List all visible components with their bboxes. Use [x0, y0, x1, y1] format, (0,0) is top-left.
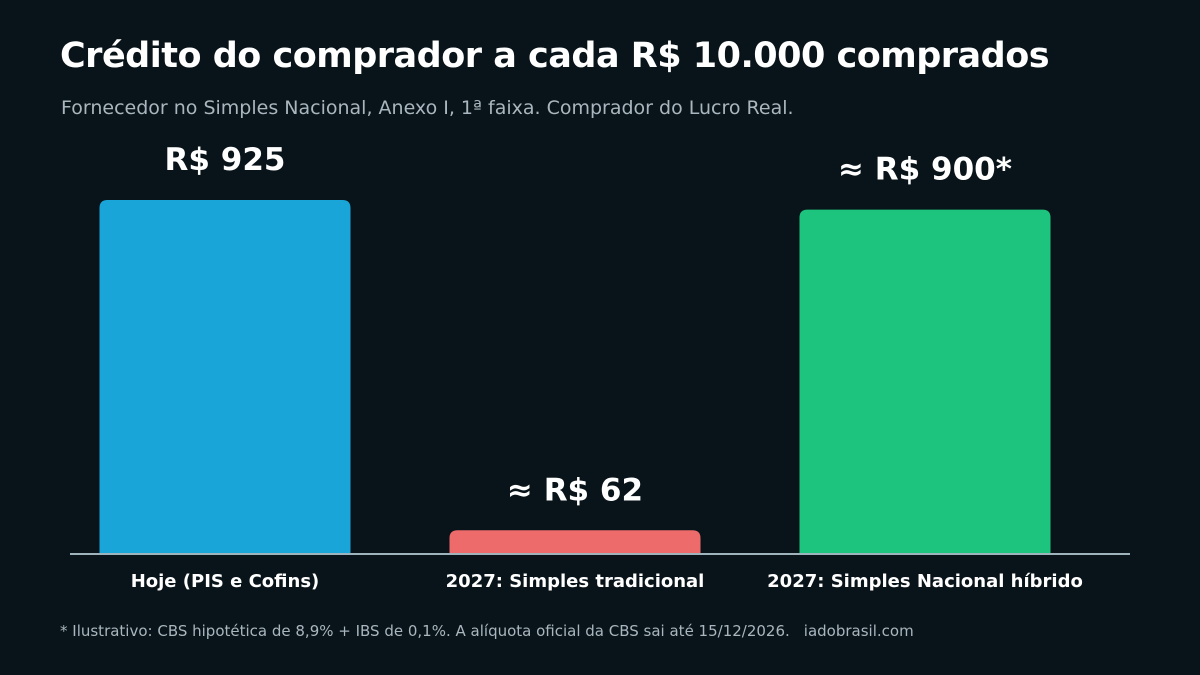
category-label-1: Hoje (PIS e Cofins): [131, 571, 320, 592]
data-label-2: ≈ R$ 62: [507, 472, 643, 508]
data-label-1: R$ 925: [165, 142, 286, 178]
bar-1: [99, 200, 351, 554]
bar-2: [449, 530, 701, 554]
chart-subtitle: Fornecedor no Simples Nacional, Anexo I,…: [61, 97, 794, 119]
footnote: * Ilustrativo: CBS hipotética de 8,9% + …: [60, 622, 914, 640]
site-credit: iadobrasil.com: [803, 622, 914, 640]
footnote-text: * Ilustrativo: CBS hipotética de 8,9% + …: [60, 622, 790, 640]
category-label-3: 2027: Simples Nacional híbrido: [767, 571, 1083, 592]
category-label-2: 2027: Simples tradicional: [446, 571, 705, 592]
data-label-3: ≈ R$ 900*: [838, 152, 1012, 188]
chart-title: Crédito do comprador a cada R$ 10.000 co…: [60, 36, 1050, 76]
bar-3: [799, 209, 1051, 554]
